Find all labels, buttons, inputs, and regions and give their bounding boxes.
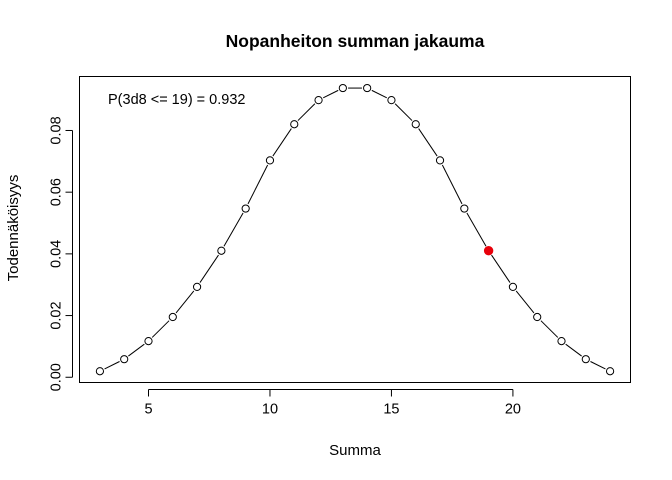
data-point <box>411 120 420 129</box>
y-tick-label: 0.08 <box>49 116 65 144</box>
highlighted-point <box>483 246 494 256</box>
data-point <box>605 367 615 376</box>
chart-annotation: P(3d8 <= 19) = 0.932 <box>108 92 245 108</box>
y-tick-label: 0.02 <box>49 301 65 329</box>
y-tick-label: 0.00 <box>49 363 65 391</box>
series-segment <box>297 103 316 121</box>
x-axis: 5 10 15 20 <box>144 389 521 418</box>
x-axis-label: Summa <box>329 442 381 459</box>
series-segment <box>223 212 244 247</box>
data-point <box>168 312 177 322</box>
y-axis: 0.00 0.02 0.04 0.06 0.08 <box>49 116 73 391</box>
plot-frame <box>79 76 631 383</box>
data-point <box>435 156 445 165</box>
data-point <box>387 96 396 105</box>
data-point <box>217 246 226 255</box>
data-point <box>581 355 590 364</box>
series-segment <box>491 254 511 283</box>
series-segment <box>590 361 606 370</box>
series-segment <box>175 290 195 314</box>
data-point <box>338 83 347 93</box>
y-axis-label: Todennäköisyys <box>5 175 22 282</box>
series-segment <box>151 320 170 338</box>
data-series <box>95 83 615 376</box>
series-segment <box>247 164 269 205</box>
series-segment <box>515 290 535 314</box>
data-point <box>265 156 275 165</box>
series-segment <box>371 89 388 99</box>
data-point <box>557 337 566 346</box>
chart-title: Nopanheiton summan jakauma <box>226 31 485 51</box>
y-tick-label: 0.06 <box>49 178 65 206</box>
data-point <box>363 83 372 93</box>
series-segment <box>272 128 292 157</box>
data-point <box>120 355 129 364</box>
series-segment <box>104 361 120 370</box>
data-point <box>192 282 202 291</box>
data-point <box>290 120 299 129</box>
x-tick-label: 20 <box>505 402 521 418</box>
series-segment <box>565 343 582 357</box>
series-segment <box>540 320 559 338</box>
data-point <box>241 204 250 213</box>
series-segment <box>466 212 487 247</box>
series-segment <box>199 254 219 283</box>
series-segment <box>394 103 413 121</box>
data-point <box>508 282 518 291</box>
series-segment <box>441 164 463 205</box>
data-point <box>95 367 105 376</box>
y-tick-label: 0.04 <box>49 240 65 268</box>
series-segment <box>322 89 339 99</box>
data-point <box>460 204 469 213</box>
x-tick-label: 15 <box>383 402 399 418</box>
x-tick-label: 5 <box>144 402 152 418</box>
data-point <box>533 312 542 322</box>
data-point <box>314 96 323 105</box>
series-segment <box>128 343 145 357</box>
data-point <box>144 337 153 346</box>
series-segment <box>418 128 438 157</box>
x-tick-label: 10 <box>262 402 278 418</box>
